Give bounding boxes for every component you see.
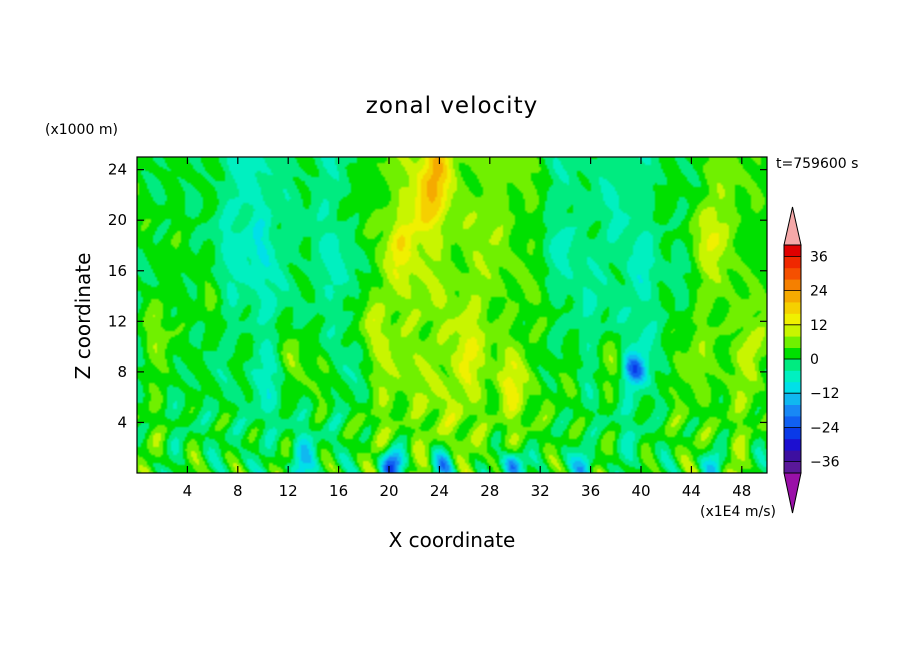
- colorbar-tick-label: −36: [810, 455, 840, 471]
- colorbar-swatch: [784, 324, 801, 337]
- x-tick-label: 28: [480, 482, 499, 500]
- colorbar-swatch: [784, 279, 801, 291]
- colorbar-swatch: [784, 381, 801, 394]
- x-tick-label: 48: [732, 482, 751, 500]
- colorbar-tick-label: 0: [810, 352, 819, 368]
- x-tick-label: 12: [279, 482, 298, 500]
- time-label: t=759600 s: [776, 156, 858, 172]
- colorbar-swatch: [784, 302, 801, 314]
- x-tick-label: 40: [631, 482, 650, 500]
- colorbar-tick-label: 12: [810, 318, 828, 334]
- colorbar-swatch: [784, 290, 801, 303]
- colorbar-over-arrow: [783, 206, 802, 246]
- colorbar-tick-label: 36: [810, 249, 828, 265]
- velocity-field: [137, 157, 767, 473]
- x-tick-label: 16: [329, 482, 348, 500]
- x-unit-label: (x1E4 m/s): [700, 504, 776, 520]
- colorbar-swatch: [784, 450, 801, 462]
- x-tick-label: 20: [379, 482, 398, 500]
- colorbar-swatch: [784, 404, 801, 417]
- colorbar: 36 24 12 0 −12 −24 −36: [783, 206, 840, 514]
- x-tick-label: 8: [233, 482, 243, 500]
- plot-area: [136, 156, 768, 474]
- y-axis-label: Z coordinate: [71, 253, 95, 380]
- chart-title: zonal velocity: [366, 93, 538, 119]
- colorbar-swatch: [784, 393, 801, 405]
- y-tick-label: 20: [108, 211, 127, 229]
- colorbar-swatch: [784, 267, 801, 280]
- colorbar-swatch: [784, 416, 801, 428]
- plot-frame: [136, 156, 768, 474]
- y-axis-ticks: 4 8 12 16 20 24: [108, 161, 767, 431]
- colorbar-under-arrow: [783, 472, 802, 514]
- colorbar-swatch: [784, 427, 801, 440]
- x-axis-ticks: 4 8 12 16 20 24 28 32 36 40 44 48: [183, 157, 751, 500]
- x-tick-label: 32: [531, 482, 550, 500]
- colorbar-swatch: [784, 347, 801, 360]
- colorbar-swatch: [784, 438, 801, 451]
- colorbar-tick-label: 24: [810, 284, 828, 300]
- colorbar-swatch: [784, 336, 801, 348]
- y-tick-label: 24: [108, 161, 127, 179]
- colorbar-swatch: [784, 256, 801, 269]
- colorbar-swatch: [784, 245, 801, 257]
- y-unit-label: (x1000 m): [45, 122, 118, 138]
- y-tick-label: 8: [117, 363, 127, 381]
- x-tick-label: 4: [183, 482, 193, 500]
- y-tick-label: 12: [108, 312, 127, 330]
- colorbar-tick-label: −12: [810, 386, 840, 402]
- colorbar-swatch: [784, 359, 801, 371]
- colorbar-swatch: [784, 461, 801, 474]
- colorbar-swatch: [784, 370, 801, 383]
- x-tick-label: 44: [682, 482, 701, 500]
- y-tick-label: 16: [108, 262, 127, 280]
- colorbar-swatch: [784, 313, 801, 326]
- x-tick-label: 36: [581, 482, 600, 500]
- y-tick-label: 4: [117, 413, 127, 431]
- x-tick-label: 24: [430, 482, 449, 500]
- x-axis-label: X coordinate: [389, 528, 516, 552]
- colorbar-tick-label: −24: [810, 420, 840, 436]
